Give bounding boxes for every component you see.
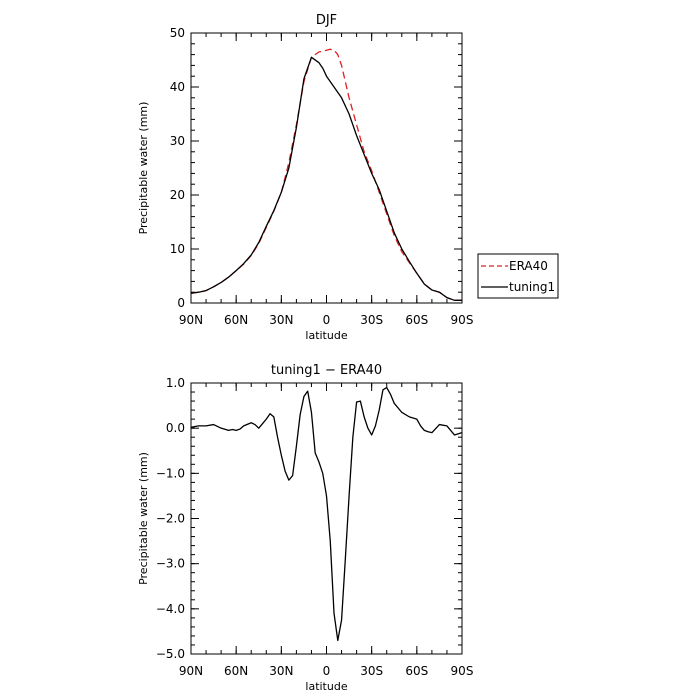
x-tick-label: 30N bbox=[269, 313, 293, 327]
x-tick-label: 90S bbox=[451, 313, 474, 327]
legend-box bbox=[477, 253, 559, 299]
series-line-tuning1 bbox=[190, 56, 462, 301]
y-axis-label: Precipitable water (mm) bbox=[137, 102, 150, 235]
chart-panel-top: DJF 90N 60N 30N 0 30S 60S 90S 0 10 20 30 40 50 latitud… bbox=[137, 13, 473, 342]
x-tick-label: 90S bbox=[451, 664, 474, 678]
y-tick-label: −1.0 bbox=[156, 466, 185, 480]
series-line-difference bbox=[190, 386, 463, 642]
legend: ERA40 tuning1 bbox=[477, 253, 559, 299]
x-tick-label: 60N bbox=[224, 313, 248, 327]
chart-title: DJF bbox=[316, 13, 337, 28]
x-tick-label: 0 bbox=[323, 313, 331, 327]
y-tick-label: 20 bbox=[170, 188, 185, 202]
x-tick-label: 30S bbox=[360, 313, 383, 327]
y-tick-label: −2.0 bbox=[156, 512, 185, 526]
y-tick-label: 10 bbox=[170, 242, 185, 256]
y-tick-label: −3.0 bbox=[156, 557, 185, 571]
y-axis-label: Precipitable water (mm) bbox=[137, 452, 150, 585]
y-tick-label: 50 bbox=[170, 26, 185, 40]
y-tick-label: 0.0 bbox=[166, 421, 185, 435]
x-axis-label: latitude bbox=[305, 680, 347, 693]
legend-label-tuning1: tuning1 bbox=[509, 280, 555, 294]
y-tick-label: 40 bbox=[170, 80, 185, 94]
y-tick-label: 1.0 bbox=[166, 376, 185, 390]
plot-frame bbox=[190, 382, 463, 655]
legend-label-era40: ERA40 bbox=[509, 259, 548, 273]
y-tick-label: 30 bbox=[170, 134, 185, 148]
y-tick-label: −4.0 bbox=[156, 602, 185, 616]
x-tick-label: 0 bbox=[323, 664, 331, 678]
x-tick-label: 30N bbox=[269, 664, 293, 678]
x-tick-label: 90N bbox=[179, 313, 203, 327]
y-tick-label: −5.0 bbox=[156, 647, 185, 661]
series-line-era40 bbox=[190, 48, 462, 301]
plot-frame bbox=[190, 32, 463, 304]
x-tick-label: 30S bbox=[360, 664, 383, 678]
x-tick-label: 60N bbox=[224, 664, 248, 678]
x-tick-label: 90N bbox=[179, 664, 203, 678]
chart-panel-bottom: tuning1 − ERA40 90N 60N 30N 0 30S 60S 90S 1.0 0.0… bbox=[137, 363, 473, 693]
x-tick-label: 60S bbox=[405, 664, 428, 678]
x-axis-label: latitude bbox=[305, 329, 347, 342]
x-tick-label: 60S bbox=[405, 313, 428, 327]
chart-title: tuning1 − ERA40 bbox=[271, 363, 382, 378]
y-tick-label: 0 bbox=[177, 296, 185, 310]
